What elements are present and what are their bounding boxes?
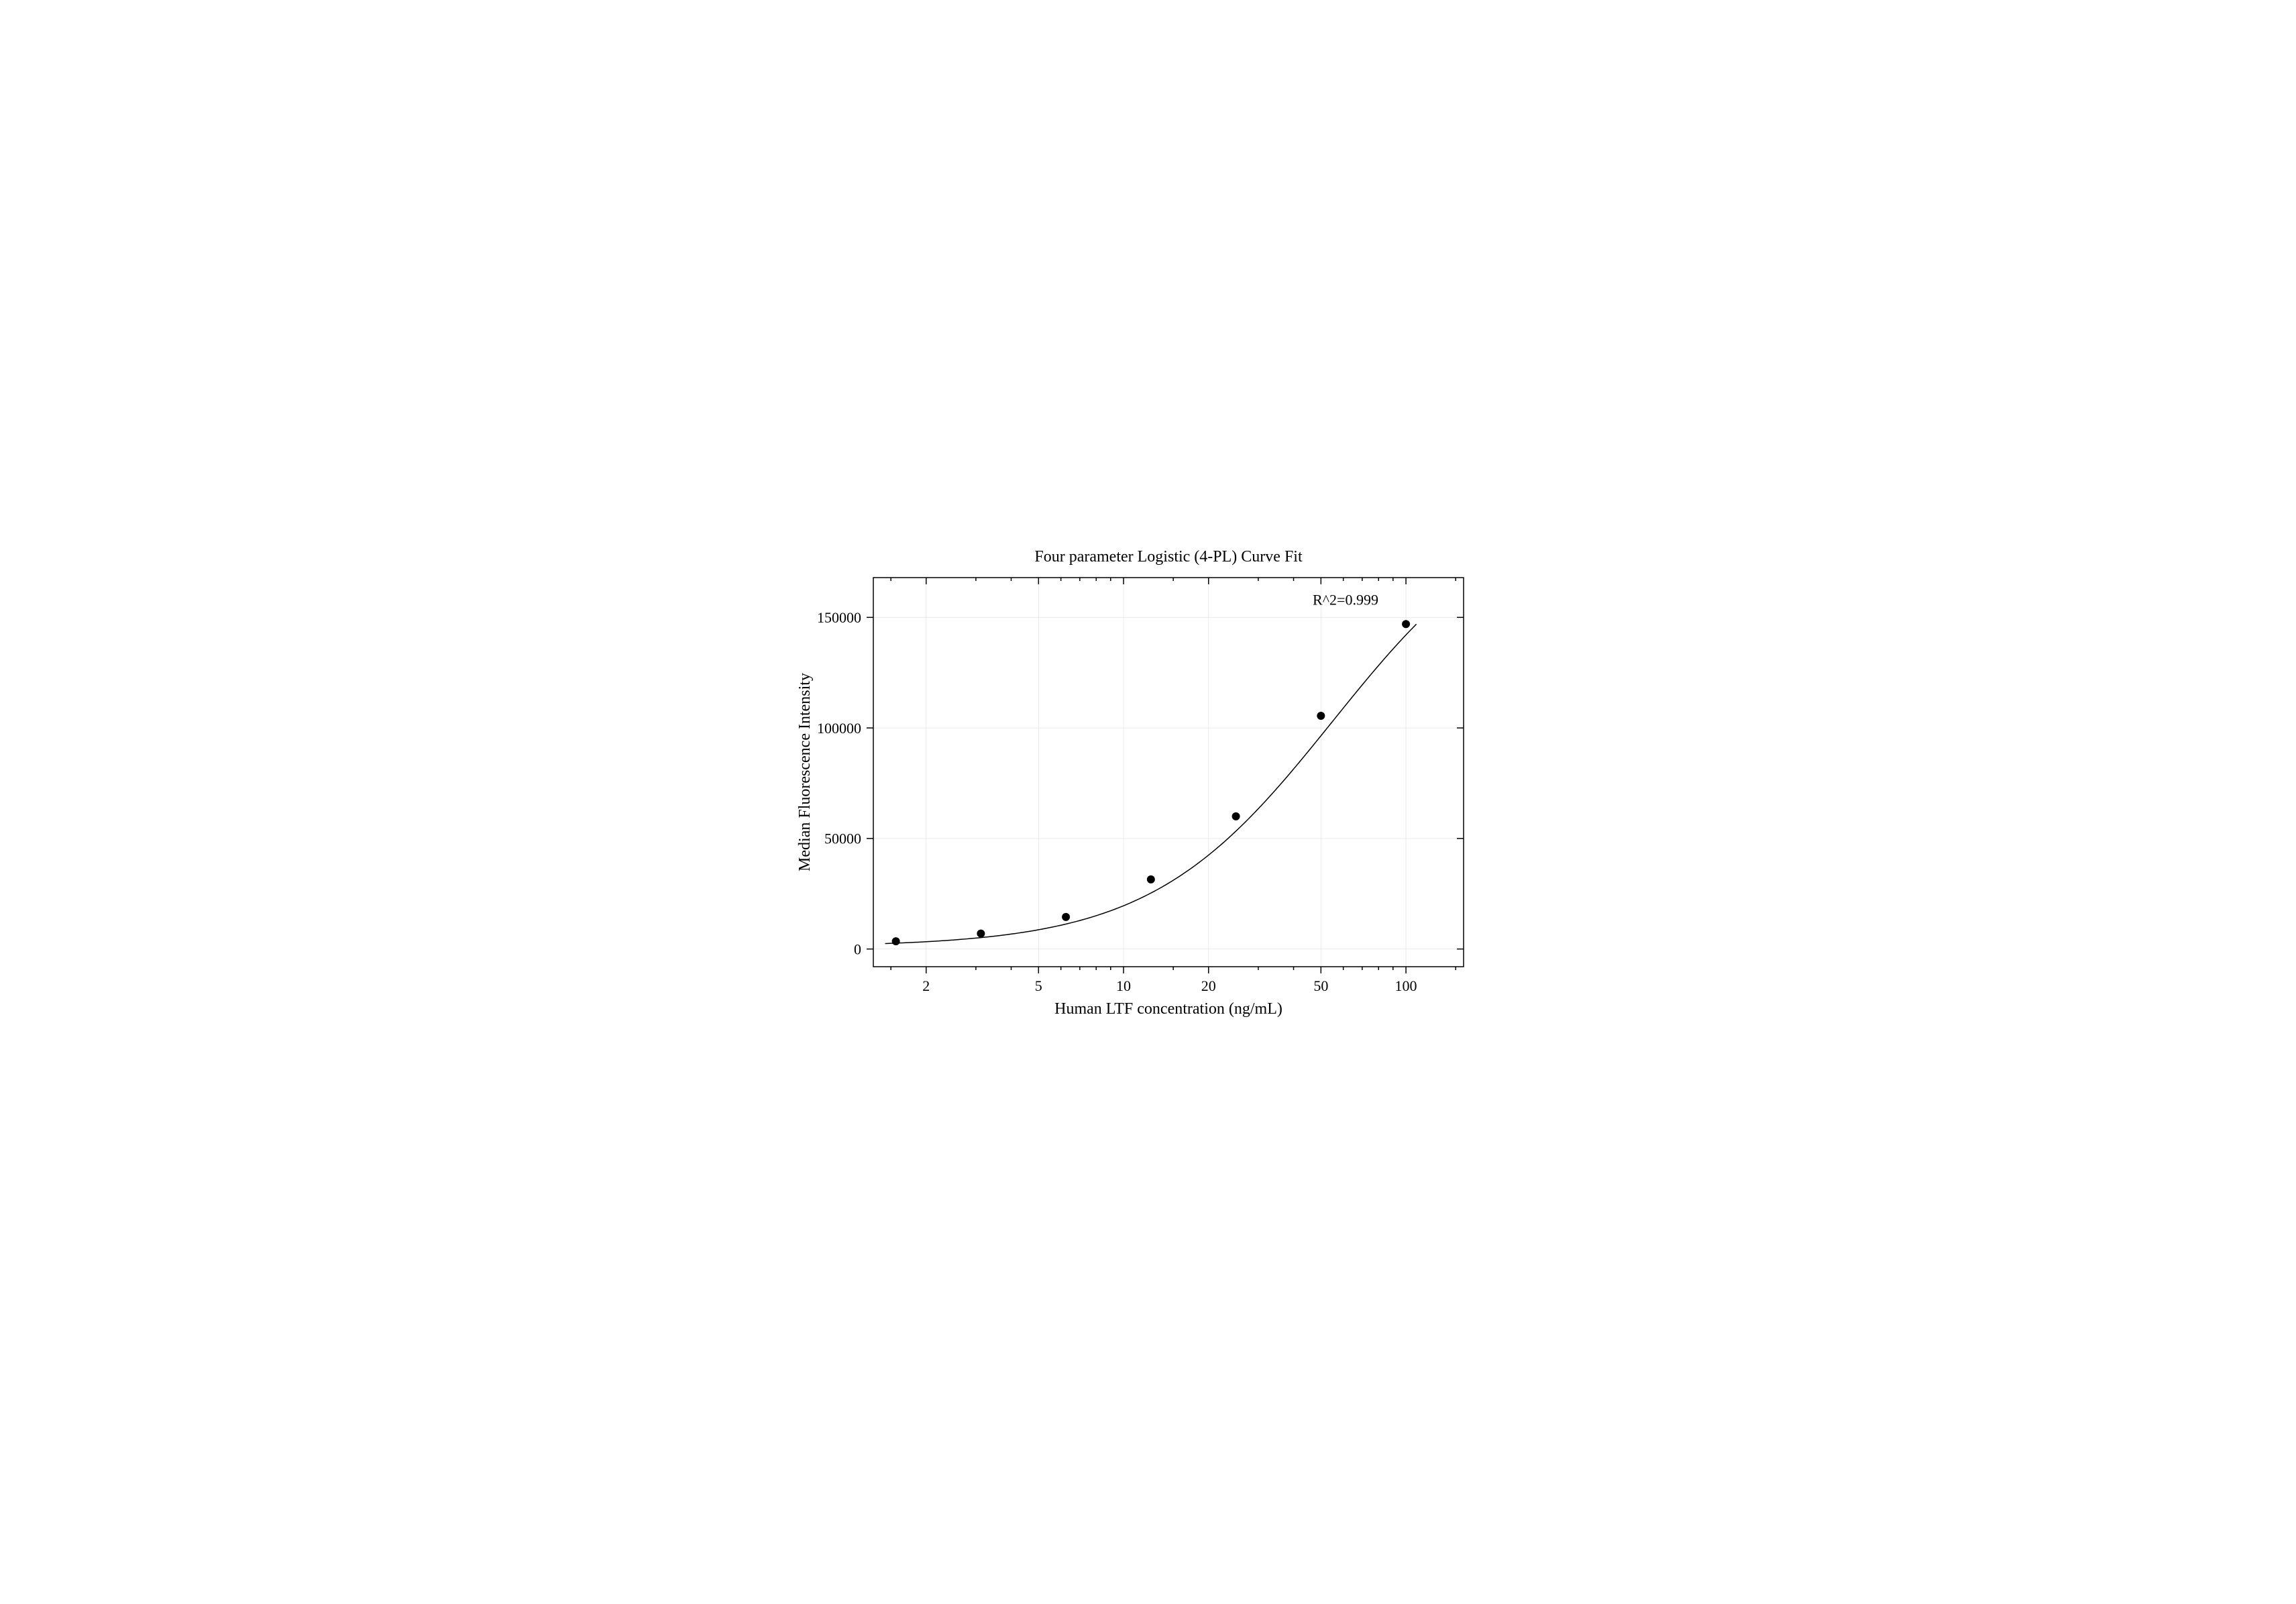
svg-text:100000: 100000 — [817, 719, 861, 736]
svg-text:50: 50 — [1313, 977, 1328, 994]
data-point — [1402, 620, 1410, 628]
svg-text:10: 10 — [1116, 977, 1131, 994]
chart-svg: 2 5 10 20 50 100 0 50000 100000 150000 Four parame… — [766, 537, 1531, 1067]
data-point — [891, 937, 899, 945]
svg-text:150000: 150000 — [817, 609, 861, 626]
svg-text:20: 20 — [1201, 977, 1215, 994]
svg-text:100: 100 — [1395, 977, 1417, 994]
y-axis-label: Median Fluorescence Intensity — [796, 673, 814, 871]
data-point — [1317, 711, 1325, 719]
svg-text:0: 0 — [854, 941, 861, 957]
svg-text:5: 5 — [1034, 977, 1042, 994]
data-point — [1232, 812, 1240, 820]
svg-text:50000: 50000 — [824, 830, 861, 847]
r-squared-annotation: R^2=0.999 — [1313, 591, 1378, 608]
data-point — [977, 929, 985, 937]
data-point — [1062, 912, 1070, 920]
chart-title: Four parameter Logistic (4-PL) Curve Fit — [1034, 548, 1303, 566]
x-axis-label: Human LTF concentration (ng/mL) — [1054, 1000, 1282, 1018]
svg-text:2: 2 — [922, 977, 930, 994]
chart-container: 2 5 10 20 50 100 0 50000 100000 150000 Four parame… — [766, 537, 1531, 1067]
data-point — [1146, 875, 1154, 883]
